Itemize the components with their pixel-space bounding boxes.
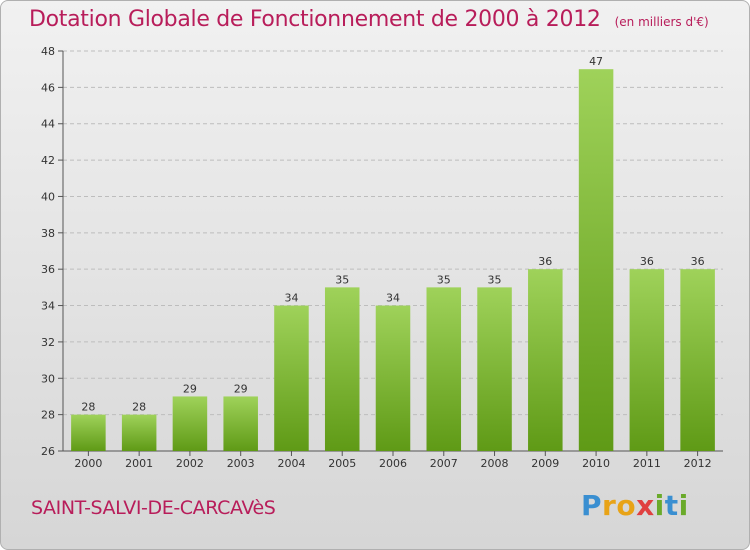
bar-2003 (223, 396, 258, 451)
y-tick-label: 26 (41, 445, 55, 458)
data-label-2012: 36 (691, 255, 705, 268)
data-label-2005: 35 (335, 273, 349, 286)
y-tick-label: 42 (41, 154, 55, 167)
y-tick-label: 48 (41, 45, 55, 58)
x-tick-label-2005: 2005 (328, 457, 356, 470)
x-tick-label-2001: 2001 (125, 457, 153, 470)
x-tick-label-2007: 2007 (430, 457, 458, 470)
x-tick-label-2003: 2003 (227, 457, 255, 470)
x-tick-label-2006: 2006 (379, 457, 407, 470)
bar-2005 (324, 287, 360, 451)
x-tick-label-2009: 2009 (531, 457, 559, 470)
proxiti-logo[interactable]: Proxiti (581, 489, 689, 522)
x-tick-label-2008: 2008 (481, 457, 509, 470)
y-tick-label: 46 (41, 81, 55, 94)
data-label-2009: 36 (538, 255, 552, 268)
commune-name: SAINT-SALVI-DE-CARCAVèS (31, 497, 276, 519)
bar-2012 (680, 269, 715, 451)
logo-letter: i (654, 489, 665, 522)
bars (71, 69, 715, 451)
x-tick-label-2002: 2002 (176, 457, 204, 470)
axes: 26 28 30 32 34 36 38 40 42 44 46 48 2000 2001 2002 2003… (41, 45, 723, 470)
data-labels: 28 28 29 29 34 35 34 35 35 36 47 36 36 (81, 55, 704, 413)
y-tick-label: 40 (41, 190, 55, 203)
bar-2007 (426, 287, 462, 451)
bar-2006 (375, 305, 411, 451)
bar-2009 (528, 269, 563, 451)
x-tick-label-2010: 2010 (582, 457, 610, 470)
y-tick-label: 30 (41, 372, 55, 385)
data-label-2000: 28 (81, 401, 95, 414)
logo-letter: x (636, 489, 655, 522)
data-label-2003: 29 (234, 382, 248, 395)
y-tick-label: 44 (41, 118, 55, 131)
logo-letter: P (581, 489, 603, 522)
y-tick-label: 36 (41, 263, 55, 276)
title-text: Dotation Globale de Fonctionnement de 20… (29, 7, 601, 32)
data-label-2006: 34 (386, 292, 400, 305)
bar-2002 (172, 396, 208, 451)
x-tick-label-2012: 2012 (684, 457, 712, 470)
data-label-2004: 34 (284, 292, 298, 305)
y-tick-label: 38 (41, 227, 55, 240)
y-tick-label: 28 (41, 409, 55, 422)
logo-letter: t (664, 489, 679, 522)
bar-2004 (274, 305, 309, 451)
logo-letter: i (678, 489, 689, 522)
bar-2001 (121, 414, 157, 451)
data-label-2002: 29 (183, 382, 197, 395)
data-label-2007: 35 (437, 273, 451, 286)
bar-2011 (629, 269, 665, 451)
logo-letter: r (602, 489, 617, 522)
chart-subtitle: (en milliers d'€) (614, 15, 709, 29)
data-label-2001: 28 (132, 401, 146, 414)
x-tick-label-2004: 2004 (277, 457, 305, 470)
data-label-2010: 47 (589, 55, 603, 68)
bar-2000 (71, 414, 106, 451)
bar-2010 (578, 69, 614, 451)
x-tick-label-2000: 2000 (74, 457, 102, 470)
y-tick-label: 32 (41, 336, 55, 349)
logo-letter: o (616, 489, 637, 522)
data-label-2011: 36 (640, 255, 654, 268)
y-tick-label: 34 (41, 300, 55, 313)
chart-title: Dotation Globale de Fonctionnement de 20… (29, 7, 709, 32)
data-label-2008: 35 (488, 273, 502, 286)
bar-2008 (477, 287, 512, 451)
x-tick-label-2011: 2011 (633, 457, 661, 470)
